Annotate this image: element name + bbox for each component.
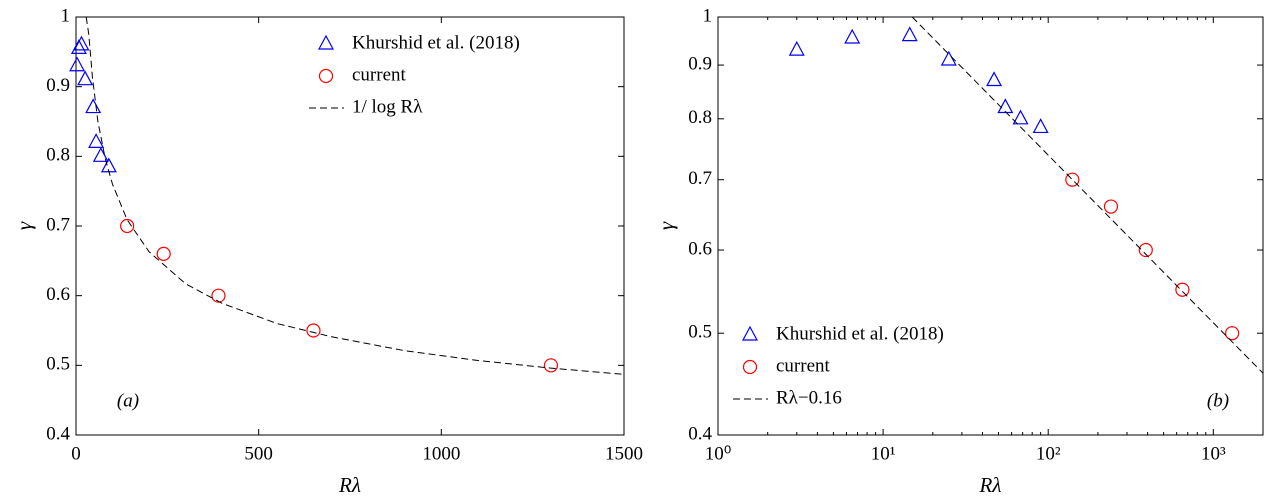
y-tick-label: 1 [703, 5, 713, 26]
fit-line [911, 17, 1263, 374]
plot-frame [717, 16, 1264, 436]
y-tick-label: 0.5 [46, 354, 70, 375]
data-point [156, 246, 171, 261]
y-tick-label: 0.6 [46, 284, 70, 305]
data-point [1032, 118, 1049, 134]
legend-label: Khurshid et al. (2018) [776, 323, 944, 344]
y-axis-label: γ [12, 221, 36, 230]
y-tick-label: 0.8 [688, 107, 712, 128]
x-tick-label: 1000 [422, 443, 460, 464]
legend-swatch [741, 325, 759, 341]
x-tick-label: 10¹ [871, 443, 896, 464]
fit-line [85, 17, 624, 375]
legend-label: current [776, 355, 831, 376]
data-point [211, 288, 226, 303]
data-point [1175, 282, 1190, 297]
data-point [1138, 242, 1153, 258]
x-axis-label: Rλ [979, 473, 1002, 497]
panel-label: (b) [1207, 390, 1229, 411]
y-tick-label: 0.9 [688, 53, 712, 74]
data-point [85, 98, 102, 114]
data-point [92, 147, 109, 162]
legend-label: Khurshid et al. (2018) [352, 32, 520, 53]
data-point [940, 50, 957, 66]
y-axis-label: γ [654, 221, 678, 230]
y-tick-label: 0.6 [688, 238, 712, 259]
y-tick-label: 0.8 [46, 145, 70, 166]
x-tick-label: 10² [1036, 443, 1061, 464]
x-tick-label: 500 [244, 443, 273, 464]
y-tick-label: 0.5 [688, 322, 712, 343]
y-tick-label: 0.4 [46, 423, 70, 444]
data-point [69, 56, 86, 72]
legend-swatch [318, 68, 334, 84]
data-point [844, 28, 861, 44]
data-point [986, 71, 1003, 87]
legend-swatch [317, 34, 335, 50]
data-point [88, 133, 105, 148]
data-point [997, 98, 1014, 114]
data-point [73, 35, 90, 51]
plot-frame [75, 16, 625, 436]
data-point [77, 70, 94, 86]
legend-swatch [742, 359, 758, 375]
data-point [120, 218, 135, 234]
x-tick-label: 1500 [605, 443, 643, 464]
y-tick-label: 1 [61, 5, 71, 26]
data-point [1065, 172, 1080, 187]
data-point [1103, 199, 1119, 214]
data-point [1225, 326, 1240, 341]
data-point [70, 39, 87, 54]
y-tick-label: 0.4 [688, 423, 712, 444]
data-point [901, 26, 918, 42]
data-point [306, 323, 321, 338]
x-axis-label: Rλ [338, 473, 361, 497]
x-tick-label: 10⁰ [705, 443, 732, 464]
x-tick-label: 0 [71, 443, 81, 464]
data-point [543, 358, 559, 373]
legend-label: current [352, 64, 407, 85]
data-point [788, 40, 805, 56]
legend-label: 1/ log Rλ [352, 96, 423, 117]
data-point [1012, 109, 1029, 125]
panel-label: (a) [117, 390, 139, 411]
y-tick-label: 0.9 [46, 75, 70, 96]
legend-label: Rλ−0.16 [776, 387, 842, 408]
y-tick-label: 0.7 [688, 168, 712, 189]
y-tick-label: 0.7 [46, 214, 70, 235]
x-tick-label: 10³ [1201, 443, 1226, 464]
